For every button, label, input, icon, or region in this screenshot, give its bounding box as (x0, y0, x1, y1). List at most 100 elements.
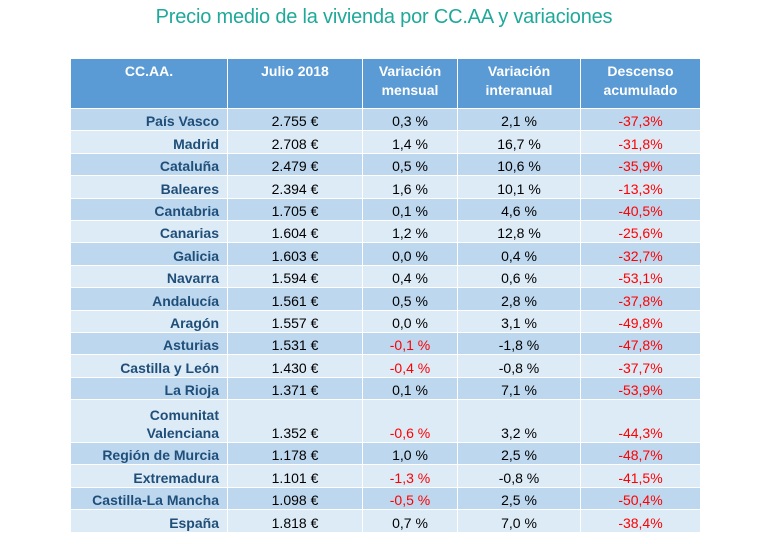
cumulative-decline-cell: -53,9% (580, 376, 701, 401)
table-row: Andalucía 1.561 €0,5 % 2,8 % -37,8% (70, 287, 701, 311)
annual-change-cell: 2,8 % (457, 287, 581, 311)
monthly-change-cell: -0,5 % (362, 486, 458, 511)
table-row: La Rioja 1.371 €0,1 % 7,1 % -53,9% (70, 376, 701, 401)
region-cell: Baleares (70, 175, 228, 199)
region-cell: Aragón (70, 309, 228, 333)
price-cell: 1.557 € (227, 309, 363, 333)
monthly-change-cell: 0,0 % (362, 242, 458, 266)
cumulative-decline-cell: -49,8% (580, 309, 701, 333)
price-cell: 1.178 € (227, 442, 363, 466)
monthly-change-cell: 1,0 % (362, 442, 458, 466)
cumulative-decline-cell: -38,4% (580, 509, 701, 533)
cumulative-decline-cell: -47,8% (580, 331, 701, 356)
price-cell: 1.430 € (227, 354, 363, 378)
annual-change-cell: 0,4 % (457, 242, 581, 266)
cumulative-decline-cell: -37,7% (580, 354, 701, 378)
table-body: País Vasco 2.755 €0,3 % 2,1 % -37,3% Madrid 2… (70, 107, 701, 533)
table-row: Región de Murcia 1.178 €1,0 % 2,5 % -48,7% (70, 442, 701, 466)
annual-change-cell: 12,8 % (457, 219, 581, 244)
annual-change-cell: 3,1 % (457, 309, 581, 333)
cumulative-decline-cell: -41,5% (580, 464, 701, 488)
price-cell: 1.818 € (227, 509, 363, 533)
annual-change-cell: 4,6 % (457, 197, 581, 221)
table-row: Comunitat Valenciana 1.352 € -0,6 % 3,2 % -4… (70, 399, 701, 444)
monthly-change-cell: 0,3 % (362, 107, 458, 132)
table-row: Castilla-La Mancha 1.098 € -0,5 % 2,5 % -50,… (70, 486, 701, 511)
annual-change-cell: 7,0 % (457, 509, 581, 533)
region-cell: Cataluña (70, 152, 228, 177)
monthly-change-cell: 0,1 % (362, 376, 458, 401)
region-cell: Asturias (70, 331, 228, 356)
monthly-change-cell: 1,4 % (362, 130, 458, 154)
region-cell: Comunitat Valenciana (70, 399, 228, 444)
table-row: Navarra 1.594 €0,4 % 0,6 % -53,1% (70, 264, 701, 289)
table-row: Cataluña 2.479 €0,5 % 10,6 % -35,9% (70, 152, 701, 177)
price-cell: 1.101 € (227, 464, 363, 488)
annual-change-cell: 10,6 % (457, 152, 581, 177)
monthly-change-cell: 0,5 % (362, 287, 458, 311)
monthly-change-cell: -1,3 % (362, 464, 458, 488)
table-row: Cantabria 1.705 €0,1 % 4,6 % -40,5% (70, 197, 701, 221)
header-row: CC.AA. Julio 2018 Variación mensual Vari… (70, 58, 701, 109)
annual-change-cell: 3,2 % (457, 399, 581, 444)
price-cell: 1.098 € (227, 486, 363, 511)
monthly-change-cell: 0,7 % (362, 509, 458, 533)
table-row: Castilla y León 1.430 € -0,4 % -0,8 % -37,7% (70, 354, 701, 378)
price-cell: 1.531 € (227, 331, 363, 356)
price-cell: 2.479 € (227, 152, 363, 177)
annual-change-cell: 2,1 % (457, 107, 581, 132)
cumulative-decline-cell: -50,4% (580, 486, 701, 511)
price-table: CC.AA. Julio 2018 Variación mensual Vari… (70, 58, 701, 533)
cumulative-decline-cell: -37,3% (580, 107, 701, 132)
annual-change-cell: 2,5 % (457, 486, 581, 511)
annual-change-cell: 0,6 % (457, 264, 581, 289)
cumulative-decline-cell: -48,7% (580, 442, 701, 466)
region-cell: España (70, 509, 228, 533)
price-cell: 2.755 € (227, 107, 363, 132)
region-cell: Castilla y León (70, 354, 228, 378)
annual-change-cell: -1,8 % (457, 331, 581, 356)
header-variacion-interanual: Variación interanual (457, 58, 581, 109)
header-julio-2018: Julio 2018 (227, 58, 363, 109)
annual-change-cell: -0,8 % (457, 354, 581, 378)
header-ccaa: CC.AA. (70, 58, 228, 109)
table-row: Baleares 2.394 €1,6 % 10,1 % -13,3% (70, 175, 701, 199)
monthly-change-cell: -0,4 % (362, 354, 458, 378)
price-cell: 1.352 € (227, 399, 363, 444)
table-title: Precio medio de la vivienda por CC.AA y … (155, 6, 613, 28)
monthly-change-cell: 0,5 % (362, 152, 458, 177)
table-row: Asturias 1.531 € -0,1 % -1,8 % -47,8% (70, 331, 701, 356)
region-cell: Cantabria (70, 197, 228, 221)
region-cell: Madrid (70, 130, 228, 154)
annual-change-cell: 7,1 % (457, 376, 581, 401)
price-cell: 1.371 € (227, 376, 363, 401)
price-cell: 1.604 € (227, 219, 363, 244)
monthly-change-cell: 1,2 % (362, 219, 458, 244)
region-cell: Canarias (70, 219, 228, 244)
header-descenso-acumulado: Descenso acumulado (580, 58, 701, 109)
table-row: Extremadura 1.101 € -1,3 % -0,8 % -41,5% (70, 464, 701, 488)
annual-change-cell: 2,5 % (457, 442, 581, 466)
annual-change-cell: -0,8 % (457, 464, 581, 488)
header-variacion-mensual: Variación mensual (362, 58, 458, 109)
table-row: España 1.818 €0,7 % 7,0 % -38,4% (70, 509, 701, 533)
region-cell: Castilla-La Mancha (70, 486, 228, 511)
price-cell: 1.561 € (227, 287, 363, 311)
region-cell: La Rioja (70, 376, 228, 401)
cumulative-decline-cell: -13,3% (580, 175, 701, 199)
monthly-change-cell: 0,1 % (362, 197, 458, 221)
monthly-change-cell: 0,0 % (362, 309, 458, 333)
region-cell: Región de Murcia (70, 442, 228, 466)
price-cell: 1.603 € (227, 242, 363, 266)
cumulative-decline-cell: -32,7% (580, 242, 701, 266)
monthly-change-cell: -0,1 % (362, 331, 458, 356)
region-cell: Galicia (70, 242, 228, 266)
table-row: Canarias 1.604 €1,2 % 12,8 % -25,6% (70, 219, 701, 244)
cumulative-decline-cell: -44,3% (580, 399, 701, 444)
table-row: Aragón 1.557 €0,0 % 3,1 % -49,8% (70, 309, 701, 333)
cumulative-decline-cell: -35,9% (580, 152, 701, 177)
monthly-change-cell: -0,6 % (362, 399, 458, 444)
table-row: Madrid 2.708 €1,4 % 16,7 % -31,8% (70, 130, 701, 154)
region-cell: País Vasco (70, 107, 228, 132)
cumulative-decline-cell: -37,8% (580, 287, 701, 311)
